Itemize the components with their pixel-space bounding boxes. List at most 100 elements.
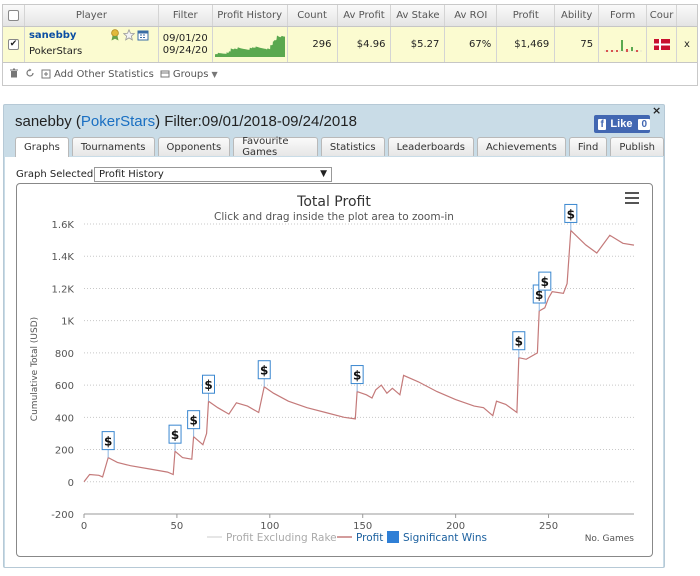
select-all-checkbox[interactable]: [7, 10, 19, 21]
facebook-like-button[interactable]: f Like 0: [594, 115, 650, 133]
award-icon[interactable]: [109, 29, 121, 41]
marker-box: [187, 410, 201, 430]
marker-box: [564, 203, 578, 223]
filter-cell: 09/01/20 09/24/20: [159, 27, 213, 62]
legend-sigwin-label: Significant Wins: [403, 532, 487, 544]
marker-box: [101, 431, 115, 451]
form-cell: [599, 27, 648, 62]
denmark-flag-icon: [653, 39, 670, 50]
profit-history-cell[interactable]: [213, 27, 288, 62]
groups-dropdown[interactable]: Groups ▼: [160, 69, 218, 80]
panel-tabs: Graphs Tournaments Opponents Favourite G…: [15, 136, 664, 158]
form-sparkline: [603, 39, 642, 52]
x-tick-label: 0: [81, 521, 87, 532]
significant-win-marker: $: [187, 410, 201, 437]
graph-select-dropdown[interactable]: Profit History ▼: [94, 167, 332, 182]
dropdown-arrow-icon: ▼: [320, 169, 327, 179]
chart-subtitle: Click and drag inside the plot area to z…: [214, 211, 454, 223]
refresh-icon[interactable]: [25, 68, 35, 81]
av-roi-cell: 67%: [445, 27, 498, 62]
y-tick-label: 1K: [61, 317, 74, 328]
profit-series-line: [83, 229, 635, 483]
x-tick-label: 50: [171, 521, 184, 532]
x-tick-label: 150: [353, 521, 372, 532]
header-country[interactable]: Cour: [647, 5, 678, 26]
add-statistics-button[interactable]: Add Other Statistics: [41, 69, 154, 80]
favourite-star-icon[interactable]: [122, 29, 135, 41]
tab-graphs[interactable]: Graphs: [15, 137, 69, 157]
significant-win-marker: $: [350, 365, 364, 392]
legend-profit-label: Profit: [356, 532, 383, 544]
header-form[interactable]: Form: [599, 5, 648, 26]
table-row[interactable]: ✔ sanebby PokerStars 09/01/20 09/24/20: [3, 27, 697, 63]
x-tick-label: 250: [539, 521, 558, 532]
header-ability[interactable]: Ability: [555, 5, 600, 26]
title-paren-open: (: [75, 113, 81, 130]
header-profit[interactable]: Profit: [497, 5, 556, 26]
marker-dollar-sign: $: [541, 275, 549, 289]
tab-publish[interactable]: Publish: [610, 137, 664, 156]
groups-label: Groups: [172, 68, 209, 80]
panel-title: sanebby (PokerStars) Filter:09/01/2018-0…: [15, 113, 357, 130]
player-cell[interactable]: sanebby PokerStars: [25, 27, 159, 62]
chart-menu-icon[interactable]: [625, 192, 639, 204]
tab-leaderboards[interactable]: Leaderboards: [387, 137, 474, 156]
profit-history-sparkline[interactable]: [214, 32, 285, 58]
marker-dollar-sign: $: [204, 378, 212, 392]
chart-title: Total Profit: [296, 194, 371, 210]
tab-tournaments[interactable]: Tournaments: [71, 137, 155, 156]
player-name-link[interactable]: sanebby: [28, 30, 77, 41]
marker-dollar-sign: $: [104, 435, 112, 449]
significant-win-marker: $: [538, 271, 552, 299]
remove-row-button[interactable]: x: [684, 39, 690, 50]
header-av-profit[interactable]: Av Profit: [338, 5, 392, 26]
profit-cell: $1,469: [497, 27, 556, 62]
marker-dollar-sign: $: [535, 288, 543, 302]
significant-win-marker: $: [168, 424, 182, 452]
header-count[interactable]: Count: [288, 5, 338, 26]
sparkline-area: [214, 35, 285, 57]
row-checkbox[interactable]: ✔: [7, 39, 19, 50]
schedule-icon[interactable]: [137, 29, 149, 41]
add-stats-icon: [41, 69, 51, 79]
player-stats-table: Player Filter Profit History Count Av Pr…: [2, 4, 698, 86]
y-tick-label: 1.6K: [52, 220, 75, 231]
chart-container[interactable]: Total Profit Click and drag inside the pl…: [16, 183, 653, 557]
select-all-cell[interactable]: [3, 5, 25, 26]
header-filter[interactable]: Filter: [159, 5, 213, 26]
title-filter: Filter:09/01/2018-09/24/2018: [164, 113, 357, 130]
header-player[interactable]: Player: [25, 5, 159, 26]
tab-opponents[interactable]: Opponents: [157, 137, 231, 156]
title-paren-close: ): [155, 113, 161, 130]
significant-win-marker: $: [201, 374, 215, 402]
trash-icon[interactable]: [9, 68, 19, 81]
x-tick-label: 100: [260, 521, 279, 532]
facebook-icon: f: [598, 118, 607, 130]
marker-box: [512, 331, 526, 351]
header-profit-history[interactable]: Profit History: [213, 5, 288, 26]
tab-favourite-games[interactable]: Favourite Games: [233, 136, 318, 158]
significant-win-marker: $: [564, 203, 578, 231]
marker-box: [257, 360, 271, 380]
filter-to: 09/24/20: [162, 44, 208, 56]
like-label: Like: [610, 118, 633, 130]
y-tick-label: 400: [55, 413, 74, 424]
marker-dollar-sign: $: [171, 428, 179, 442]
header-av-roi[interactable]: Av ROI: [445, 5, 498, 26]
header-remove: [677, 5, 697, 26]
country-cell: [647, 27, 678, 62]
x-tick-label: 200: [446, 521, 465, 532]
panel-close-button[interactable]: ×: [652, 104, 662, 117]
tab-achievements[interactable]: Achievements: [476, 137, 566, 156]
row-checkbox-cell[interactable]: ✔: [3, 27, 25, 62]
tab-statistics[interactable]: Statistics: [320, 137, 385, 156]
header-av-stake[interactable]: Av Stake: [391, 5, 446, 26]
legend-sigwin-swatch: [387, 531, 399, 543]
significant-win-marker: $: [257, 360, 271, 387]
groups-icon: [160, 70, 170, 78]
title-site-link[interactable]: PokerStars: [80, 113, 156, 130]
tab-find[interactable]: Find: [568, 137, 608, 156]
y-tick-label: 200: [55, 446, 74, 457]
count-cell: 296: [288, 27, 338, 62]
